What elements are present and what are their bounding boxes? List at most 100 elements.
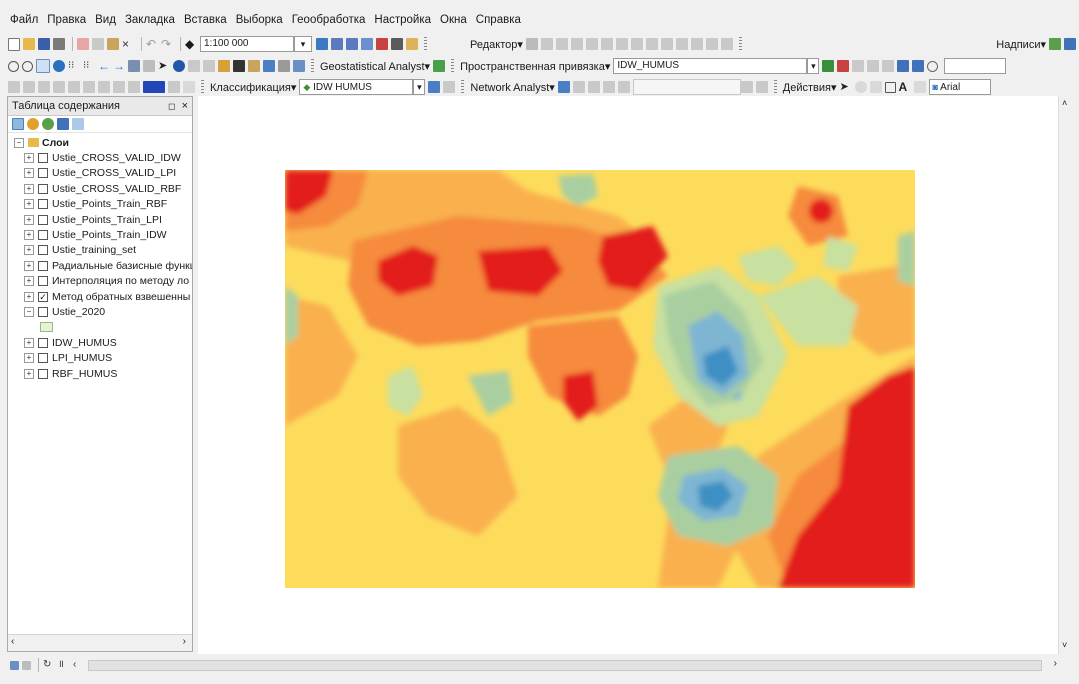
layer-visibility-checkbox[interactable] [38, 153, 48, 164]
map-scale-combo[interactable]: 1:100 000 [200, 36, 294, 52]
toolbar-grip[interactable] [311, 59, 314, 73]
scroll-down-icon[interactable]: ˅ [1062, 640, 1068, 650]
rotate-icon[interactable] [675, 38, 688, 50]
go-to-xy-icon[interactable] [263, 60, 275, 72]
find-route-icon[interactable] [248, 60, 260, 72]
edit-vertices-draw-icon[interactable] [913, 81, 926, 93]
layout-view-icon[interactable] [22, 660, 31, 670]
forward-extent-icon[interactable]: → [113, 59, 125, 73]
viewer-icon[interactable] [912, 60, 925, 72]
select-elements-icon[interactable]: ➤ [839, 81, 849, 93]
search-window-icon[interactable] [361, 38, 373, 50]
layer-visibility-checkbox[interactable] [38, 245, 48, 256]
list-by-source-icon[interactable] [27, 118, 39, 130]
find-icon[interactable] [233, 60, 245, 72]
auto-adjust-icon[interactable] [882, 60, 895, 72]
split-icon[interactable] [660, 38, 673, 50]
zoom-to-elements-icon[interactable] [869, 81, 882, 93]
map-view[interactable] [198, 96, 1058, 654]
toolbar-grip[interactable] [773, 80, 777, 94]
layer-visibility-checkbox-checked[interactable]: ✓ [38, 291, 48, 302]
scroll-up-icon[interactable]: ˄ [1062, 98, 1068, 108]
refresh-icon[interactable]: ↻ [43, 659, 52, 670]
geostat-wizard-icon[interactable] [433, 60, 446, 72]
sketch-properties-icon[interactable] [705, 38, 718, 50]
menu-help[interactable]: Справка [475, 14, 521, 26]
expand-icon[interactable]: + [24, 230, 34, 241]
menu-insert[interactable]: Вставка [183, 14, 227, 26]
layer-item[interactable]: + Ustie_CROSS_VALID_RBF [24, 181, 192, 196]
layer-item[interactable]: + LPI_HUMUS [24, 350, 192, 365]
modelbuilder-icon[interactable] [406, 38, 418, 50]
zoom-in-icon[interactable] [8, 60, 19, 72]
chevron-down-icon[interactable]: ▾ [413, 79, 426, 95]
create-network-location-icon[interactable] [572, 81, 585, 93]
build-network-icon[interactable] [740, 81, 753, 93]
freehand-tool-icon[interactable] [83, 81, 95, 93]
new-text-icon[interactable]: A [898, 80, 908, 94]
toc-options-icon[interactable] [72, 118, 84, 130]
label-manager-icon[interactable] [1049, 38, 1061, 50]
data-view-icon[interactable] [10, 660, 19, 670]
text-tool-icon[interactable] [98, 81, 110, 93]
layer-visibility-checkbox[interactable] [38, 353, 48, 364]
layer-visibility-checkbox[interactable] [38, 276, 48, 287]
directions-icon[interactable] [617, 81, 630, 93]
expand-icon[interactable]: + [24, 260, 34, 271]
fill-color-swatch[interactable] [143, 81, 165, 93]
menu-windows[interactable]: Окна [440, 14, 467, 26]
collapse-icon[interactable]: − [24, 306, 34, 317]
menu-file[interactable]: Файл [10, 14, 39, 26]
training-sample-manager-icon[interactable] [428, 81, 441, 93]
toolbar-grip[interactable] [201, 80, 204, 94]
zoom-out-icon[interactable] [22, 60, 33, 72]
layers-group[interactable]: − Слои [14, 135, 192, 150]
callout-tool-icon[interactable] [128, 81, 140, 93]
list-by-drawing-order-icon[interactable] [12, 118, 24, 130]
layer-visibility-checkbox[interactable] [38, 368, 48, 379]
editor-toolbar-icon[interactable] [316, 38, 328, 50]
pin-icon[interactable]: ◻ [168, 101, 176, 111]
expand-icon[interactable]: + [24, 199, 34, 210]
hyperlink-icon[interactable] [188, 60, 200, 72]
layer-visibility-checkbox[interactable] [38, 337, 48, 348]
measure-icon[interactable] [218, 60, 230, 72]
undo-icon[interactable]: ↶ [146, 37, 157, 51]
create-viewer-icon[interactable] [293, 60, 305, 72]
rectangle-tool-icon[interactable] [23, 81, 35, 93]
toolbar-grip[interactable] [424, 37, 427, 51]
identify-icon[interactable] [173, 60, 185, 72]
back-extent-icon[interactable]: ← [98, 59, 110, 73]
solve-icon[interactable] [602, 81, 615, 93]
expand-icon[interactable]: + [24, 291, 34, 302]
layer-visibility-checkbox[interactable] [38, 199, 48, 210]
line-tool-icon[interactable] [68, 81, 80, 93]
scroll-left-icon[interactable]: ‹ [11, 636, 15, 647]
expand-icon[interactable]: + [24, 214, 34, 225]
chevron-down-icon[interactable]: ▾ [294, 36, 312, 52]
list-by-selection-icon[interactable] [57, 118, 69, 130]
labeling-menu[interactable]: Надписи▾ [996, 38, 1046, 51]
redo-icon[interactable]: ↷ [161, 37, 172, 51]
geostatistical-analyst-menu[interactable]: Geostatistical Analyst▾ [320, 60, 431, 73]
python-window-icon[interactable] [391, 38, 403, 50]
expand-icon[interactable]: + [24, 276, 34, 287]
idw-humus-raster-map[interactable] [198, 96, 1058, 654]
expand-icon[interactable]: + [24, 183, 34, 194]
paste-icon[interactable] [107, 38, 119, 50]
pan-icon[interactable] [36, 59, 50, 73]
layer-visibility-checkbox[interactable] [38, 183, 48, 194]
layer-item[interactable]: + Ustie_Points_Train_LPI [24, 212, 192, 227]
expand-icon[interactable]: + [24, 245, 34, 256]
chevron-down-icon[interactable]: ▾ [807, 58, 820, 74]
expand-icon[interactable]: + [24, 153, 34, 164]
scroll-right-icon[interactable]: › [1053, 658, 1057, 669]
print-icon[interactable] [53, 38, 65, 50]
toc-horizontal-scrollbar[interactable]: ‹ › [8, 634, 192, 651]
cut-icon[interactable] [77, 38, 89, 50]
rotate-element-icon[interactable] [854, 81, 867, 93]
attributes-icon[interactable] [690, 38, 703, 50]
drawing-actions-menu[interactable]: Действия▾ [782, 81, 837, 94]
georef-value-field[interactable] [944, 58, 1007, 74]
toolbar-grip[interactable] [451, 59, 455, 73]
